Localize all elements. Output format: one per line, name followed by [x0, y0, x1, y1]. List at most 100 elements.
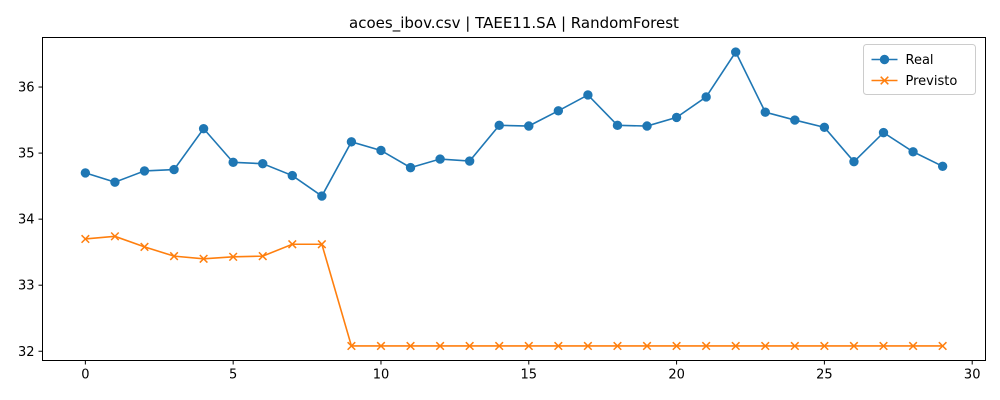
data-point-previsto [908, 341, 918, 351]
data-point-real [760, 107, 770, 117]
data-point-real [878, 127, 889, 138]
data-point-previsto [790, 341, 800, 351]
data-point-real [524, 121, 534, 131]
x-marker-stroke [376, 341, 386, 351]
legend-box [863, 44, 976, 95]
data-point-previsto [701, 341, 711, 351]
x-tick-label: 5 [229, 368, 237, 383]
x-marker-stroke [287, 239, 297, 249]
data-point-real [80, 168, 91, 178]
x-marker-stroke [938, 341, 947, 351]
y-tick-label: 34 [18, 213, 35, 228]
x-tick-label: 15 [521, 368, 538, 383]
data-point-previsto [583, 341, 593, 351]
x-marker-stroke [494, 341, 504, 351]
data-point-real [671, 112, 682, 123]
data-point-previsto [110, 231, 120, 241]
data-point-real [169, 164, 179, 175]
data-point-previsto [376, 341, 386, 351]
x-marker-stroke [760, 341, 770, 351]
series-line-real [85, 50, 943, 198]
data-point-real [731, 47, 741, 57]
x-marker-stroke [642, 341, 652, 351]
x-marker-stroke [583, 341, 593, 351]
data-point-previsto [317, 239, 327, 249]
data-point-real [198, 123, 209, 134]
legend-marker-real [879, 54, 890, 65]
x-tick-label: 20 [668, 368, 685, 383]
data-point-previsto [879, 341, 888, 351]
data-point-real [287, 170, 297, 181]
x-marker-stroke [140, 242, 149, 252]
x-tick-label: 25 [816, 368, 833, 383]
data-point-real [110, 177, 120, 187]
data-point-previsto [435, 341, 445, 351]
x-marker-stroke [110, 231, 120, 241]
legend-label-real: Real [906, 53, 934, 68]
data-point-previsto [524, 341, 534, 351]
data-point-real [908, 147, 918, 157]
data-point-previsto [406, 341, 415, 351]
x-tick-label: 10 [373, 368, 390, 383]
y-tick-label: 33 [18, 279, 35, 294]
x-marker-stroke [554, 341, 563, 351]
y-tick-label: 36 [18, 81, 35, 96]
y-tick-label: 32 [18, 345, 35, 360]
data-point-real [464, 156, 475, 166]
x-marker-stroke [81, 234, 90, 244]
data-point-previsto [169, 251, 179, 261]
data-point-real [937, 161, 948, 172]
data-point-real [376, 145, 386, 156]
data-point-real [849, 156, 859, 167]
data-point-previsto [731, 341, 741, 351]
data-point-previsto [849, 341, 859, 351]
data-point-previsto [199, 254, 208, 264]
x-marker-stroke [228, 252, 238, 262]
x-marker-stroke [406, 341, 415, 351]
x-marker-stroke [347, 341, 356, 351]
x-tick-label: 0 [81, 368, 89, 383]
data-point-real [553, 106, 564, 116]
x-marker-stroke [199, 254, 208, 264]
data-point-real [612, 120, 623, 131]
legend: Real Previsto [863, 44, 976, 95]
data-point-real [405, 162, 416, 173]
x-marker-stroke [169, 251, 179, 261]
data-point-previsto [140, 242, 149, 252]
x-marker-stroke [258, 251, 268, 261]
data-point-previsto [81, 234, 90, 244]
legend-label-previsto: Previsto [906, 74, 958, 89]
x-marker-stroke [701, 341, 711, 351]
data-point-real [317, 191, 327, 201]
data-point-previsto [494, 341, 504, 351]
data-point-previsto [672, 341, 681, 351]
data-point-previsto [760, 341, 770, 351]
data-point-real [228, 157, 238, 168]
data-point-real [435, 154, 445, 164]
data-point-previsto [465, 341, 474, 351]
x-marker-stroke [465, 341, 474, 351]
x-marker-stroke [790, 341, 800, 351]
x-marker-stroke [435, 341, 445, 351]
plot-area-frame [42, 37, 986, 361]
data-point-previsto [228, 252, 238, 262]
data-point-real [583, 90, 593, 100]
series-line-previsto [85, 235, 943, 347]
data-point-real [701, 92, 711, 102]
data-point-real [346, 137, 357, 147]
data-point-previsto [820, 341, 829, 351]
data-point-previsto [258, 251, 268, 261]
data-point-previsto [642, 341, 652, 351]
data-point-real [258, 158, 268, 169]
x-marker-stroke [731, 341, 741, 351]
data-point-previsto [938, 341, 947, 351]
x-marker-stroke [613, 341, 622, 351]
y-tick-label: 35 [18, 147, 35, 162]
x-marker-stroke [880, 76, 889, 85]
data-point-real [139, 166, 150, 176]
data-point-real [819, 122, 830, 133]
x-marker-stroke [524, 341, 534, 351]
x-marker-stroke [317, 239, 327, 249]
chart-title: acoes_ibov.csv | TAEE11.SA | RandomFores… [349, 14, 679, 33]
